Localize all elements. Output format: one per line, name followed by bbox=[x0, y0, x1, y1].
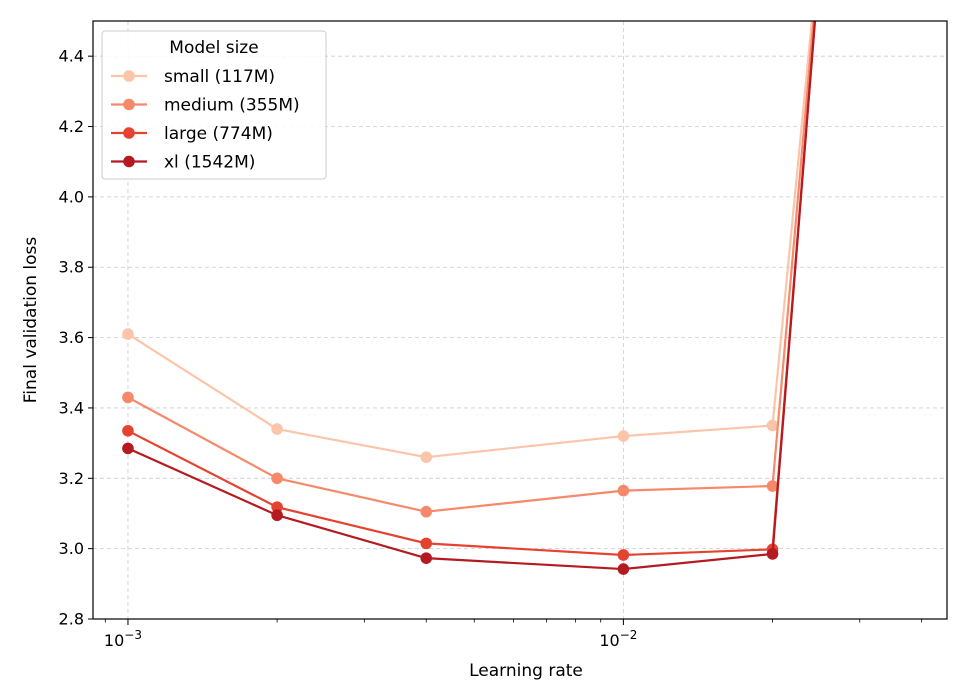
legend-label: medium (355M) bbox=[164, 96, 300, 116]
data-point bbox=[271, 423, 283, 435]
data-point bbox=[766, 548, 779, 560]
legend-label: large (774M) bbox=[164, 124, 273, 144]
ticks: 2.83.03.23.43.63.84.04.24.410−3 10−2 bbox=[59, 47, 923, 650]
y-tick-label: 3.8 bbox=[59, 258, 84, 277]
data-point bbox=[271, 472, 283, 485]
legend-title: Model size bbox=[169, 38, 258, 58]
series-layer bbox=[122, 21, 817, 575]
y-tick-label: 4.2 bbox=[59, 117, 84, 136]
y-tick-label: 3.2 bbox=[59, 469, 84, 488]
data-point bbox=[766, 480, 779, 492]
data-point bbox=[766, 419, 779, 432]
legend-label: xl (1542M) bbox=[164, 153, 255, 173]
data-point bbox=[271, 509, 283, 522]
x-axis-title: Learning rate bbox=[469, 661, 583, 681]
y-tick-label: 3.0 bbox=[59, 539, 84, 558]
legend: Model size small (117M) medium (355M) larg… bbox=[101, 30, 327, 180]
series-line bbox=[127, 21, 815, 513]
data-point bbox=[122, 328, 134, 340]
data-point bbox=[617, 549, 630, 561]
data-point bbox=[271, 501, 283, 513]
series-line bbox=[127, 21, 817, 571]
data-point bbox=[420, 552, 433, 564]
data-point bbox=[617, 484, 630, 497]
data-point bbox=[122, 442, 134, 455]
data-point bbox=[420, 505, 433, 518]
data-point bbox=[420, 537, 433, 550]
data-point bbox=[420, 451, 433, 463]
series-line bbox=[127, 21, 813, 459]
legend-marker bbox=[123, 127, 135, 139]
data-point bbox=[122, 391, 134, 404]
data-point bbox=[122, 425, 134, 437]
legend-box bbox=[101, 30, 327, 180]
legend-marker bbox=[123, 155, 135, 168]
y-tick-label: 4.0 bbox=[59, 187, 84, 206]
plot-frame bbox=[92, 20, 948, 620]
y-tick-label: 3.6 bbox=[59, 328, 84, 347]
legend-marker bbox=[123, 70, 135, 82]
data-point bbox=[617, 563, 630, 575]
data-point bbox=[617, 430, 630, 442]
y-tick-label: 2.8 bbox=[59, 610, 84, 629]
legend-label: small (117M) bbox=[164, 67, 275, 87]
y-tick-label: 3.4 bbox=[59, 398, 84, 417]
y-tick-label: 4.4 bbox=[59, 47, 84, 66]
y-axis-title: Final validation loss bbox=[21, 237, 41, 404]
legend-marker bbox=[123, 98, 135, 111]
